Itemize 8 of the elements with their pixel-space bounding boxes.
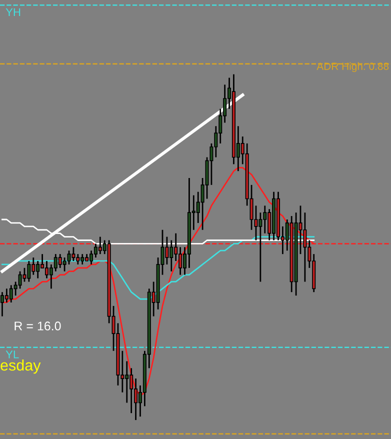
candlestick [22, 267, 26, 282]
annotation: esday [0, 359, 41, 374]
candlestick [72, 246, 76, 262]
candlestick [18, 270, 22, 290]
candlestick [67, 250, 71, 266]
annotation: R = 16.0 [14, 322, 61, 330]
ref-line-label: YH [6, 8, 20, 16]
ref-line-label: YL [6, 350, 19, 358]
